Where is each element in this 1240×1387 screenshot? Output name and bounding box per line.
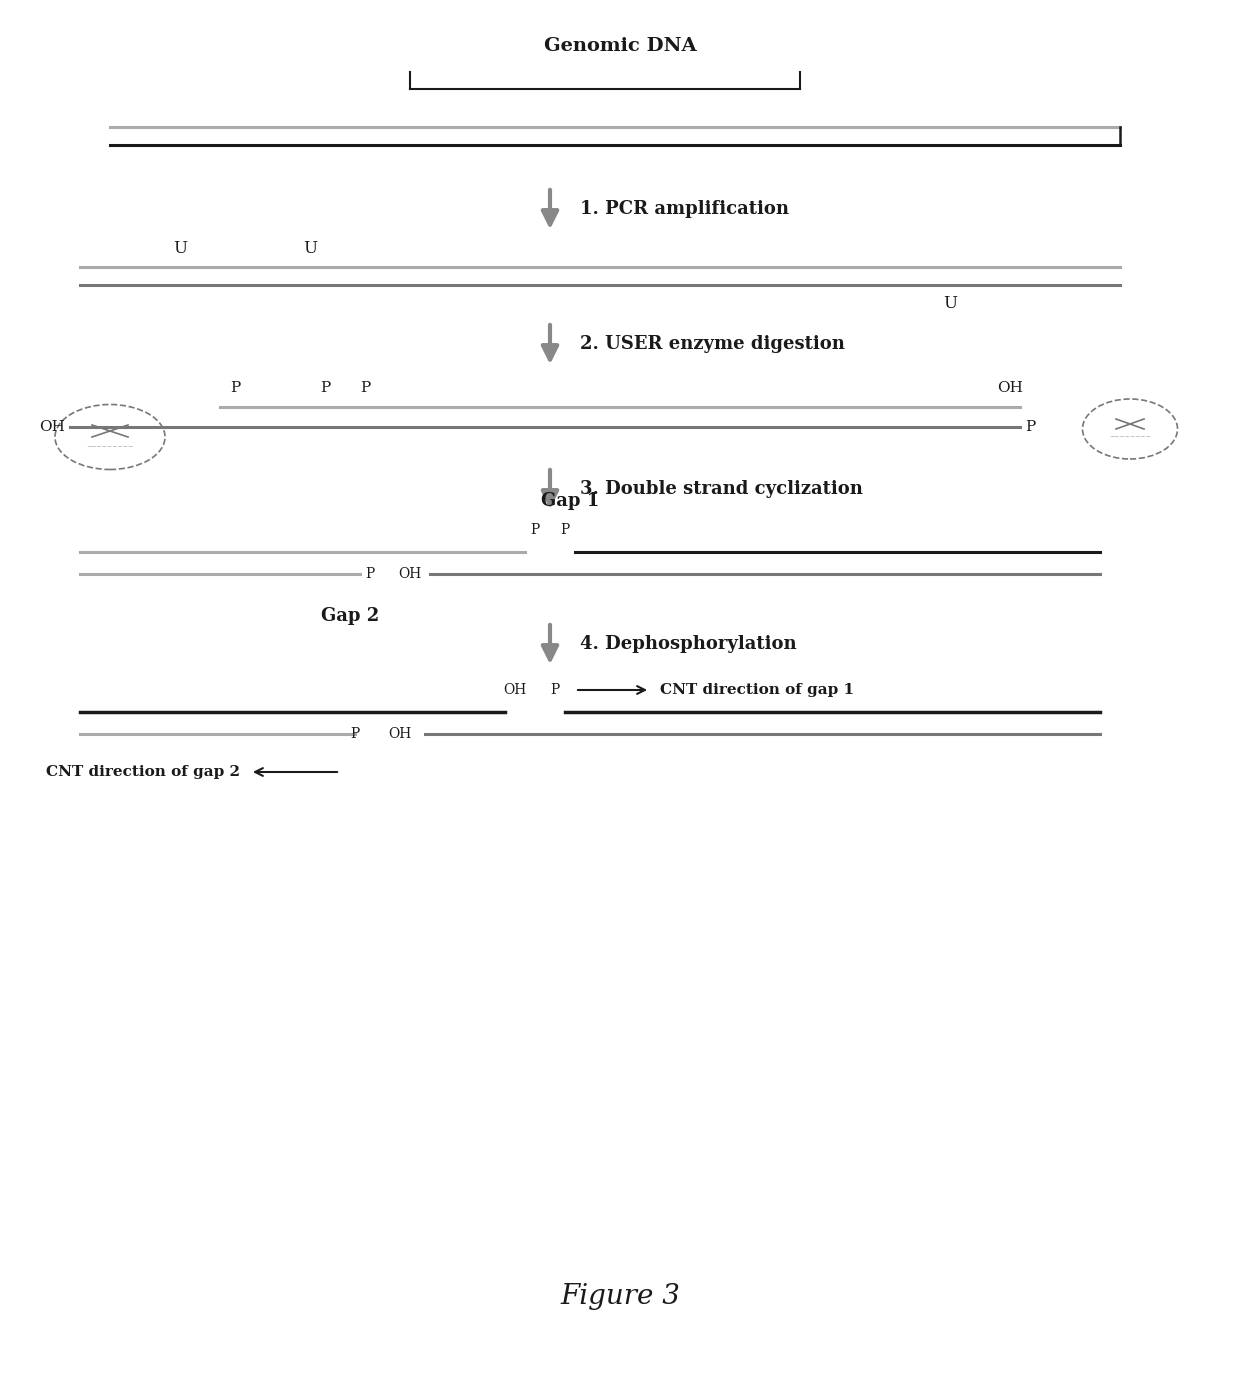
Text: Gap 2: Gap 2: [321, 608, 379, 626]
Text: 4. Dephosphorylation: 4. Dephosphorylation: [580, 635, 796, 653]
Text: OH: OH: [503, 682, 527, 698]
Text: P: P: [351, 727, 360, 741]
Text: ~~~~~~~~~: ~~~~~~~~~: [87, 444, 134, 449]
Text: ~~~~~~~~: ~~~~~~~~: [1109, 434, 1151, 440]
Text: CNT direction of gap 1: CNT direction of gap 1: [660, 682, 854, 698]
Text: P: P: [366, 567, 374, 581]
Text: OH: OH: [398, 567, 422, 581]
Text: P: P: [531, 523, 539, 537]
Text: 2. USER enzyme digestion: 2. USER enzyme digestion: [580, 336, 844, 354]
Text: U: U: [942, 295, 957, 312]
Text: Genomic DNA: Genomic DNA: [543, 37, 697, 55]
Text: 1. PCR amplification: 1. PCR amplification: [580, 201, 789, 219]
Text: U: U: [303, 240, 317, 257]
Text: OH: OH: [997, 381, 1023, 395]
Text: P: P: [360, 381, 370, 395]
Text: OH: OH: [40, 420, 64, 434]
Text: 3. Double strand cyclization: 3. Double strand cyclization: [580, 480, 863, 498]
Text: U: U: [174, 240, 187, 257]
Text: P: P: [229, 381, 241, 395]
Text: P: P: [551, 682, 559, 698]
Text: OH: OH: [388, 727, 412, 741]
Text: CNT direction of gap 2: CNT direction of gap 2: [46, 766, 241, 779]
Text: P: P: [320, 381, 330, 395]
Text: Gap 1: Gap 1: [541, 492, 599, 510]
Text: P: P: [560, 523, 569, 537]
Text: Figure 3: Figure 3: [560, 1283, 680, 1311]
Text: P: P: [1025, 420, 1035, 434]
